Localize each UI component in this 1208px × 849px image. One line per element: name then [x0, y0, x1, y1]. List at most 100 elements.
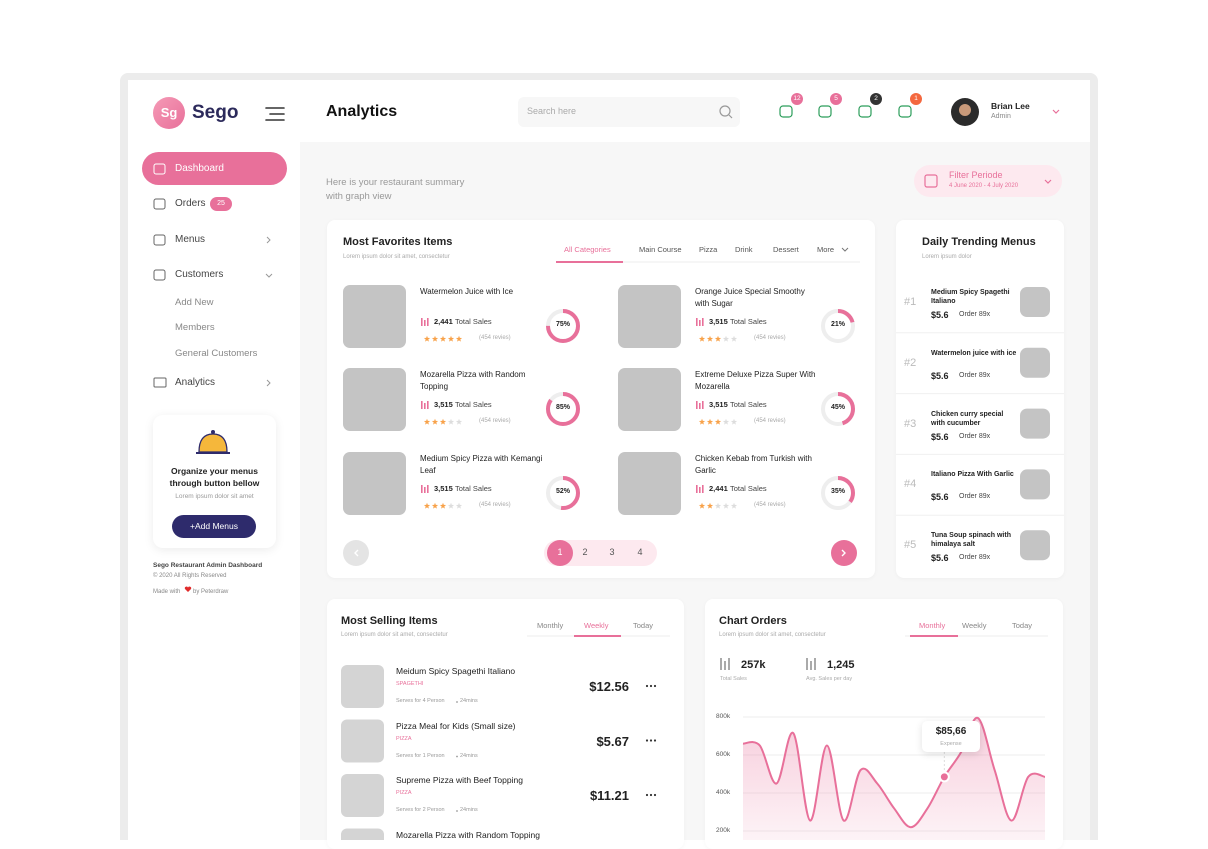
favorites-card: [327, 220, 875, 578]
item-sales-label: Total Sales: [455, 400, 492, 409]
promo-title: Organize your menus through button bello…: [169, 466, 260, 488]
nav-item[interactable]: Menus: [175, 234, 206, 245]
nav-item[interactable]: Customers: [175, 269, 224, 280]
brand: Sego: [192, 102, 239, 123]
item-sales-label: Total Sales: [730, 400, 767, 409]
period-tab[interactable]: Weekly: [584, 621, 609, 630]
y-tick-label: 800k: [716, 713, 731, 720]
item-sales-label: Total Sales: [730, 317, 767, 326]
selling-category: PIZZA: [396, 790, 412, 796]
submenu-item[interactable]: General Customers: [175, 348, 258, 359]
card-subtitle: Lorem ipsum dolor: [922, 254, 972, 260]
item-reviews: (454 revies): [479, 335, 511, 341]
trending-orders: Order 89x: [959, 493, 991, 501]
footer-copy: © 2020 All Rights Reserved: [153, 573, 227, 579]
page-number[interactable]: 3: [609, 547, 615, 557]
category-tab[interactable]: Drink: [735, 245, 753, 254]
period-tab[interactable]: Weekly: [962, 621, 987, 630]
nav-item[interactable]: Orders: [175, 198, 206, 209]
submenu-item[interactable]: Add New: [175, 297, 214, 308]
trending-orders: Order 89x: [959, 432, 991, 440]
item-reviews: (454 revies): [479, 418, 511, 424]
card-title: Chart Orders: [719, 615, 787, 627]
card-subtitle: Lorem ipsum dolor sit amet, consectetur: [719, 632, 826, 638]
item-sales-label: Total Sales: [455, 317, 492, 326]
item-name: Chicken Kebab from Turkish with Garlic: [695, 454, 812, 475]
tooltip-label: Expense: [940, 741, 962, 747]
footer-made: Made with: [153, 589, 181, 595]
item-sales: 3,515: [709, 317, 728, 326]
category-tab[interactable]: All Categories: [564, 245, 611, 254]
card-title: Daily Trending Menus: [922, 236, 1036, 248]
selling-card: [327, 599, 684, 849]
period-tab[interactable]: Today: [633, 621, 654, 630]
trending-price: $5.6: [931, 370, 949, 381]
category-tab[interactable]: Main Course: [639, 245, 682, 254]
header-badge[interactable]: 5: [830, 93, 842, 105]
trending-name: Chicken curry special with cucumber: [931, 410, 1004, 427]
header-badge[interactable]: 12: [791, 93, 803, 105]
nav-item[interactable]: Analytics: [175, 377, 216, 388]
trending-orders: Order 89x: [959, 311, 991, 318]
trending-rank: #5: [904, 539, 917, 552]
stat-value: 257k: [741, 659, 766, 671]
nav-item[interactable]: Dashboard: [175, 163, 224, 174]
selling-time: 24mins: [460, 752, 478, 759]
trending-name: Medium Spicy Spagethi Italiano: [931, 289, 1010, 305]
selling-price: $5.67: [596, 733, 629, 749]
item-name: Extreme Deluxe Pizza Super With Mozarell…: [695, 370, 816, 391]
trending-card: [896, 220, 1064, 578]
category-tab[interactable]: More: [817, 245, 835, 254]
submenu-item[interactable]: Members: [175, 322, 215, 333]
user-name: Brian Lee: [991, 101, 1030, 111]
donut-label: 45%: [830, 404, 845, 411]
item-sales: 3,515: [709, 400, 728, 409]
card-subtitle: Lorem ipsum dolor sit amet, consectetur: [341, 632, 448, 638]
selling-serves: Serves for 1 Person: [396, 752, 445, 759]
trending-orders: Order 89x: [959, 554, 991, 562]
selling-price: $12.56: [589, 679, 629, 694]
category-tab[interactable]: Dessert: [773, 245, 799, 254]
user-role: Admin: [991, 113, 1011, 120]
dashboard-pill[interactable]: [142, 152, 287, 185]
donut-label: 21%: [830, 321, 845, 328]
search-box[interactable]: [518, 97, 740, 127]
trending-price: $5.6: [931, 553, 949, 564]
item-sales: 3,515: [434, 400, 453, 409]
logo-text: Sg: [160, 105, 178, 120]
y-tick-label: 200k: [716, 827, 731, 834]
period-tab[interactable]: Monthly: [919, 621, 946, 630]
search-input[interactable]: Search here: [527, 106, 577, 116]
header-badge[interactable]: 1: [910, 93, 922, 105]
trending-price: $5.6: [931, 431, 949, 442]
category-tab[interactable]: Pizza: [699, 245, 718, 254]
donut-label: 35%: [830, 488, 845, 495]
item-sales: 3,515: [434, 484, 453, 493]
nav-badge: 25: [210, 197, 232, 211]
stat-label: Avg. Sales per day: [806, 676, 853, 682]
page-number[interactable]: 1: [557, 547, 563, 557]
tooltip: [922, 721, 980, 752]
page-number[interactable]: 4: [637, 547, 643, 557]
period-tab[interactable]: Monthly: [537, 621, 564, 630]
header-badge[interactable]: 2: [870, 93, 882, 105]
page-number[interactable]: 2: [582, 547, 588, 557]
item-name: Mozarella Pizza with Random Topping: [420, 370, 526, 391]
filter-label[interactable]: Filter Periode: [949, 170, 1003, 180]
period-tab[interactable]: Today: [1012, 621, 1033, 630]
selling-time: 24mins: [460, 698, 478, 704]
selling-name: Supreme Pizza with Beef Topping: [396, 775, 523, 785]
donut-label: 75%: [555, 321, 570, 328]
trending-rank: #4: [904, 478, 917, 491]
filter-box[interactable]: [914, 165, 1062, 197]
selling-time: 24mins: [460, 807, 478, 813]
trending-name: Italiano Pizza With Garlic: [931, 471, 1014, 479]
card-title: Most Selling Items: [341, 615, 438, 627]
item-sales-label: Total Sales: [455, 484, 492, 493]
card-title: Most Favorites Items: [343, 236, 453, 248]
card-subtitle: Lorem ipsum dolor sit amet, consectetur: [343, 254, 450, 260]
item-name: Orange Juice Special Smoothy with Sugar: [695, 287, 805, 308]
add-menu-button[interactable]: +Add Menus: [172, 515, 256, 538]
item-reviews: (454 revies): [754, 502, 786, 508]
item-sales: 2,441: [709, 484, 728, 493]
